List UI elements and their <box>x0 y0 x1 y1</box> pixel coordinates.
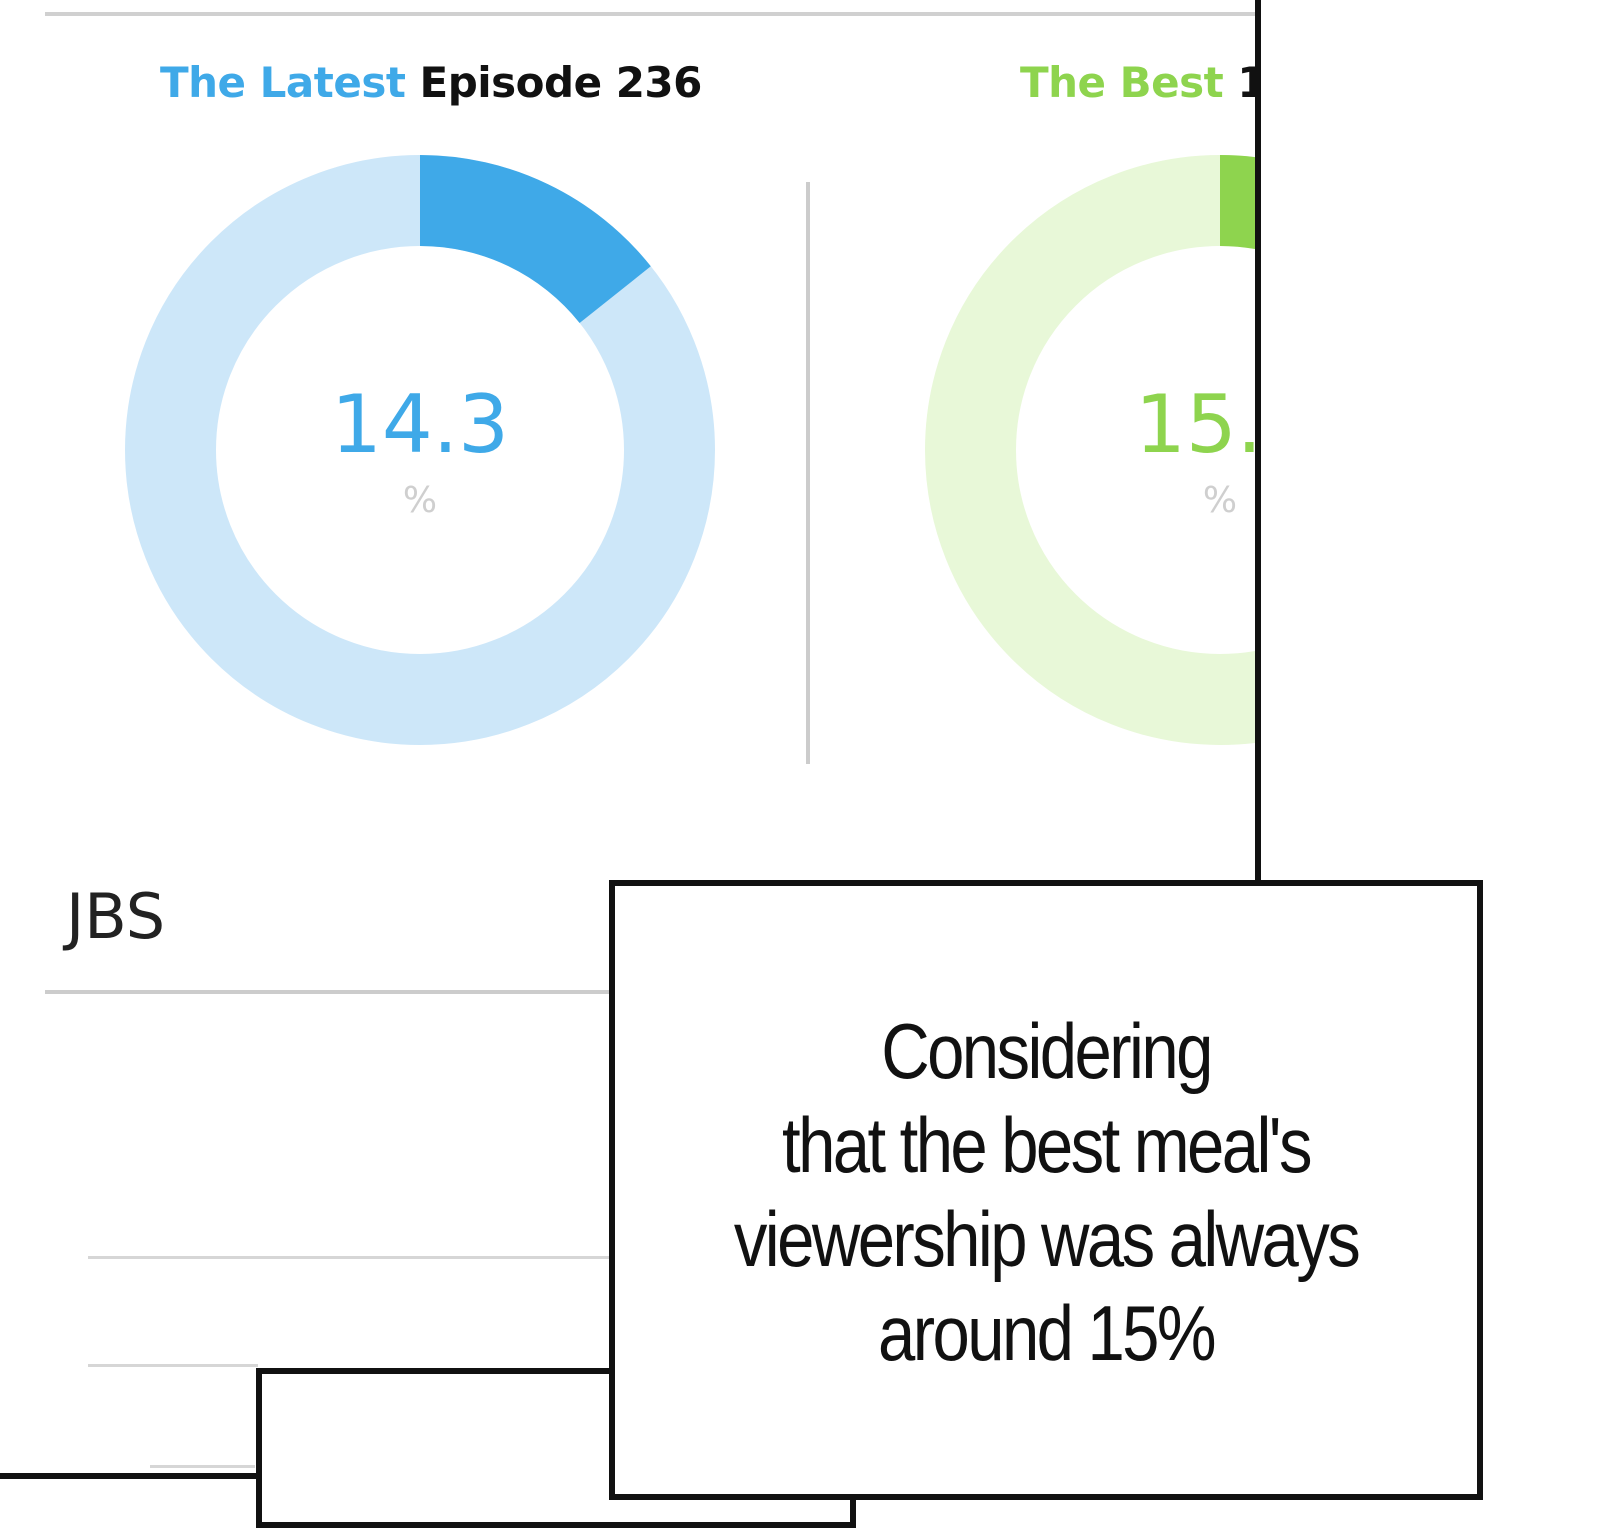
section-divider <box>45 990 615 994</box>
latest-title-accent: The Latest <box>160 58 406 107</box>
caption-line: Considering <box>881 1007 1213 1095</box>
row-divider <box>88 1256 618 1259</box>
caption-line: viewership was always <box>733 1195 1361 1283</box>
caption-line: that the best meal's <box>782 1101 1313 1189</box>
network-label: JBS <box>66 880 166 953</box>
caption-text: Considering that the best meal's viewers… <box>675 1004 1416 1380</box>
panel-border-bottom <box>0 1473 260 1479</box>
latest-donut-chart <box>125 155 715 745</box>
donut-value-segment <box>1220 155 1255 250</box>
best-unit-label: % <box>1202 480 1238 521</box>
latest-value-label: 14.3 <box>330 378 510 471</box>
top-divider <box>45 12 1255 16</box>
panel-border <box>1255 0 1261 890</box>
row-divider <box>150 1465 255 1468</box>
best-title-accent: The Best <box>1020 58 1224 107</box>
row-divider <box>88 1364 258 1367</box>
donut-value-segment <box>420 155 651 323</box>
best-episode-title: The Best 18 <box>1020 58 1255 107</box>
caption-box: Considering that the best meal's viewers… <box>609 880 1483 1500</box>
best-title-episode: 18 <box>1237 58 1255 107</box>
chart-divider <box>806 182 810 764</box>
best-value-label: 15. <box>1135 378 1255 471</box>
caption-line: around 15% <box>878 1289 1217 1377</box>
latest-unit-label: % <box>402 480 438 521</box>
latest-episode-title: The Latest Episode 236 <box>160 58 702 107</box>
best-donut-chart <box>925 155 1255 745</box>
latest-title-episode: Episode 236 <box>419 58 703 107</box>
